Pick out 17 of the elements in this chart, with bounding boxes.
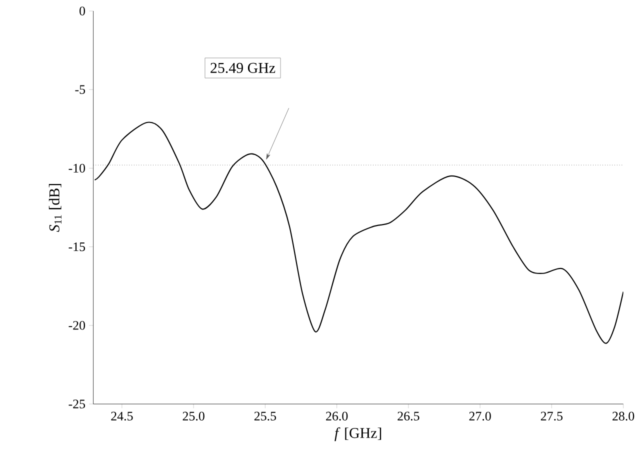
x-tick-label: 26.0 bbox=[326, 412, 348, 421]
y-tick-label: 0 bbox=[80, 6, 86, 16]
y-tick-label: -5 bbox=[75, 85, 86, 94]
y-tick-label: -25 bbox=[68, 400, 86, 408]
x-tick-label: 27.0 bbox=[469, 412, 491, 421]
y-tick-label: -10 bbox=[68, 164, 86, 173]
x-tick-label: 25.0 bbox=[182, 412, 204, 421]
y-axis-title: S$_{11}$ [dB] bbox=[48, 184, 62, 232]
annotation: 25.49 GHz bbox=[210, 62, 276, 74]
x-tick-label: 24.5 bbox=[111, 412, 133, 421]
x-tick-label: 25.5 bbox=[254, 412, 276, 421]
x-axis-title: f [GHz] bbox=[334, 427, 382, 442]
x-tick-label: 26.5 bbox=[398, 412, 420, 421]
y-tick-label: -15 bbox=[68, 242, 86, 252]
x-tick-label: 27.5 bbox=[540, 412, 563, 421]
x-tick-label: 28.0 bbox=[612, 412, 634, 421]
y-tick-label: -20 bbox=[68, 321, 86, 330]
